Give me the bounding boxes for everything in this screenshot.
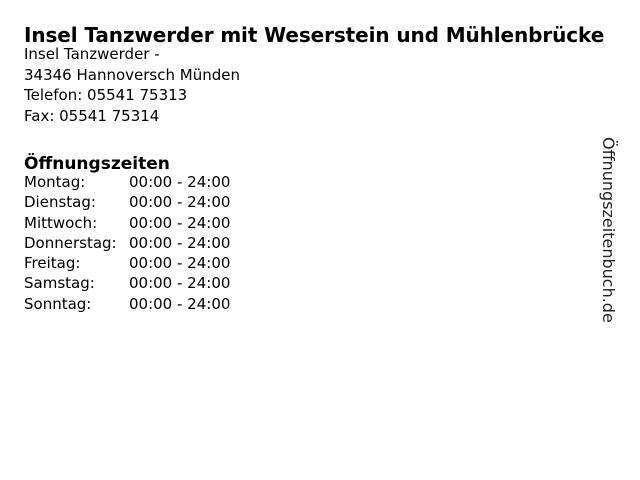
opening-hours-table: Montag: 00:00 - 24:00 Dienstag: 00:00 - … xyxy=(24,172,230,314)
address-line-fax: Fax: 05541 75314 xyxy=(24,106,160,125)
table-row: Donnerstag: 00:00 - 24:00 xyxy=(24,233,230,253)
site-watermark: Öffnungszeitenbuch.de xyxy=(599,137,618,323)
address-line-city: 34346 Hannoversch Münden xyxy=(24,65,240,84)
day-label-friday: Freitag: xyxy=(24,254,81,273)
day-time-sunday: 00:00 - 24:00 xyxy=(129,294,231,313)
table-row: Montag: 00:00 - 24:00 xyxy=(24,172,230,192)
day-time-friday: 00:00 - 24:00 xyxy=(129,254,231,273)
opening-hours-heading: Öffnungszeiten xyxy=(24,154,170,175)
day-time-tuesday: 00:00 - 24:00 xyxy=(129,193,231,212)
table-row: Dienstag: 00:00 - 24:00 xyxy=(24,192,230,212)
table-row: Freitag: 00:00 - 24:00 xyxy=(24,253,230,273)
day-label-monday: Montag: xyxy=(24,173,86,191)
address-line-name: Insel Tanzwerder - xyxy=(24,45,160,63)
day-time-monday: 00:00 - 24:00 xyxy=(129,173,231,191)
table-row: Samstag: 00:00 - 24:00 xyxy=(24,273,230,293)
day-label-wednesday: Mittwoch: xyxy=(24,213,98,232)
page-title: Insel Tanzwerder mit Weserstein und Mühl… xyxy=(24,23,605,48)
address-block: Insel Tanzwerder - 34346 Hannoversch Mün… xyxy=(24,44,240,126)
day-time-saturday: 00:00 - 24:00 xyxy=(129,274,231,293)
day-label-tuesday: Dienstag: xyxy=(24,193,96,212)
address-line-phone: Telefon: 05541 75313 xyxy=(24,86,188,104)
day-time-wednesday: 00:00 - 24:00 xyxy=(129,213,231,232)
table-row: Sonntag: 00:00 - 24:00 xyxy=(24,294,230,314)
table-row: Mittwoch: 00:00 - 24:00 xyxy=(24,213,230,233)
day-time-thursday: 00:00 - 24:00 xyxy=(129,233,231,252)
day-label-thursday: Donnerstag: xyxy=(24,233,117,252)
day-label-sunday: Sonntag: xyxy=(24,294,92,313)
day-label-saturday: Samstag: xyxy=(24,274,95,293)
